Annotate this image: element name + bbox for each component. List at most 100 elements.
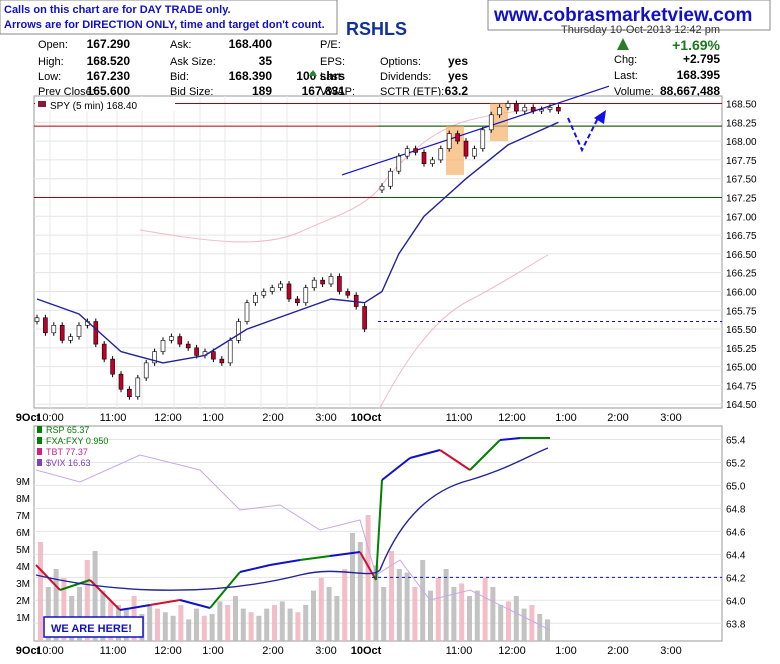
website-box	[487, 0, 771, 31]
quote-cell-2-6: Dividends:	[380, 71, 431, 83]
price-panel-frame	[33, 95, 723, 409]
up-arrow-icon	[617, 38, 629, 50]
candle-body	[497, 106, 502, 116]
rsp-line-segment	[409, 449, 441, 459]
price-y-tick: 166.50	[726, 250, 757, 261]
candle-body	[438, 148, 444, 161]
price-y-tick: 165.00	[726, 363, 757, 374]
volume-bar	[545, 619, 550, 641]
candle-body	[311, 279, 317, 289]
volume-x-tick: 1:00	[202, 645, 223, 657]
volume-bar	[350, 533, 355, 641]
volume-bar	[506, 601, 511, 641]
chg-label: Chg:	[614, 54, 637, 66]
candle-body	[353, 294, 359, 307]
quote-cell-0-1: 167.290	[87, 37, 131, 51]
volume-bar	[435, 578, 441, 641]
volume-x-tick: 2:00	[262, 645, 283, 657]
rsp-moving-average	[35, 447, 549, 591]
candle-body	[135, 377, 141, 398]
legend-entry: TBT 77.37	[46, 447, 88, 457]
volume-bar	[217, 601, 223, 641]
price-y-tick: 167.50	[726, 175, 757, 186]
candle-body	[446, 133, 452, 149]
price-x-tick: 1:00	[555, 412, 576, 424]
volume-bar	[178, 605, 184, 641]
symbol-fragment: RSHLS	[346, 19, 407, 39]
volume-x-tick: 3:00	[315, 645, 336, 657]
volume-bar	[162, 612, 168, 641]
volume-bar	[513, 596, 519, 641]
last-value: 168.395	[677, 68, 721, 82]
volume-bar	[77, 587, 82, 641]
callout-text: WE ARE HERE!	[51, 623, 132, 635]
rsp-line-segment	[375, 479, 383, 581]
volume-y-tick-right: 65.0	[726, 481, 746, 492]
candle-body	[227, 340, 233, 364]
price-x-tick: 3:00	[660, 412, 681, 424]
rsp-line-segment	[439, 449, 471, 471]
volume-bar	[45, 587, 51, 641]
candle-body	[34, 317, 40, 322]
price-panel-title: SPY (5 min) 168.40	[50, 101, 138, 112]
volume-bar	[451, 587, 457, 641]
volume-bar	[521, 608, 527, 641]
volume-y-tick-left: 2M	[16, 596, 30, 607]
volume-bar	[303, 605, 309, 641]
price-y-tick: 166.75	[726, 231, 757, 242]
candle-body	[530, 106, 536, 112]
volume-y-tick-right: 64.0	[726, 596, 746, 607]
forecast-arrowhead-icon	[594, 110, 606, 124]
candle-body	[93, 321, 99, 345]
candle-body	[514, 103, 519, 112]
volume-bar	[396, 569, 402, 641]
candle-body	[160, 340, 166, 352]
candle-body	[295, 298, 300, 304]
candle-body	[278, 283, 283, 289]
volume-bar	[256, 615, 262, 641]
price-title-bg	[35, 97, 175, 111]
quote-cell-2-7: yes	[448, 69, 468, 83]
rsp-line-segment	[239, 564, 271, 573]
quote-cell-1-2: Ask Size:	[170, 56, 216, 68]
candle-body	[127, 388, 132, 398]
candle-body	[101, 343, 107, 360]
volume-y-tick-right: 64.2	[726, 573, 746, 584]
volume-bar	[412, 587, 418, 641]
quote-cell-3-0: Prev Close:	[38, 86, 95, 98]
price-y-tick: 166.00	[726, 287, 757, 298]
price-y-tick: 167.00	[726, 212, 757, 223]
candle-body	[362, 306, 367, 330]
price-legend-swatch	[38, 101, 46, 107]
volume-bar	[404, 572, 410, 641]
volume-y-tick-right: 64.8	[726, 504, 746, 515]
volume-bar	[170, 615, 176, 641]
price-y-tick: 165.25	[726, 344, 757, 355]
volume-y-tick-right: 64.6	[726, 527, 746, 538]
volume-bar	[279, 601, 285, 641]
candle-body	[177, 336, 183, 345]
volume-value: 88,667,488	[660, 84, 720, 98]
candle-body	[539, 109, 544, 112]
volume-y-tick-left: 8M	[16, 494, 30, 505]
quote-cell-2-5: 100 shrs	[296, 69, 345, 83]
volume-bar	[467, 596, 472, 641]
callout-box	[43, 616, 144, 638]
candle-body	[505, 103, 511, 108]
price-y-tick: 166.25	[726, 269, 757, 280]
volume-y-tick-left: 3M	[16, 579, 30, 590]
candle-body	[68, 336, 73, 341]
rsp-line-segment	[359, 551, 377, 581]
volume-bar	[147, 605, 153, 641]
candle-body	[345, 291, 351, 296]
candle-body	[261, 291, 267, 296]
notice-box	[0, 0, 338, 35]
candle-body	[421, 152, 427, 164]
candle-body	[303, 287, 309, 304]
volume-bar	[272, 605, 277, 641]
volume-bar	[311, 590, 316, 641]
volume-bar	[248, 612, 254, 641]
price-x-tick: 2:00	[607, 412, 628, 424]
volume-bar	[201, 615, 207, 641]
